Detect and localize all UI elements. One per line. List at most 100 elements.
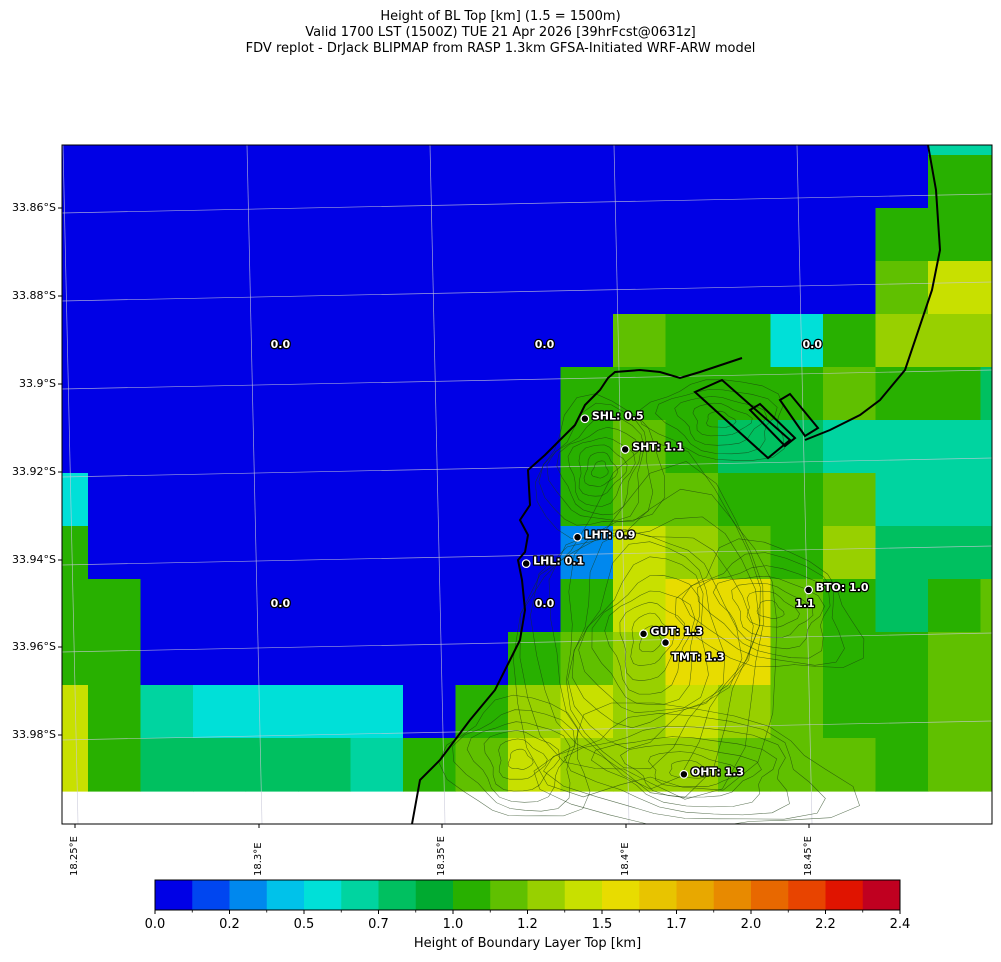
region-value-label: 0.00.0 [533, 337, 555, 353]
svg-text:0.0: 0.0 [535, 338, 555, 351]
station-marker[interactable] [620, 445, 630, 454]
contour-line [543, 713, 826, 820]
colorbar-swatch [341, 880, 379, 910]
grid-cell [88, 145, 142, 156]
colorbar-swatch [527, 880, 566, 910]
grid-cell [508, 738, 562, 792]
grid-cell [455, 473, 509, 527]
latitude-label: 33.86°S [12, 201, 56, 214]
grid-cell [245, 314, 299, 368]
contour-line [706, 410, 737, 428]
svg-text:0.0: 0.0 [271, 338, 291, 351]
grid-cell [245, 208, 299, 262]
station-marker[interactable] [661, 638, 670, 648]
latitude-label: 33.88°S [12, 289, 56, 302]
contour-line [675, 538, 865, 668]
grid-cell [88, 367, 142, 421]
grid-cell [455, 632, 509, 686]
grid-cell [560, 145, 614, 156]
grid-cell [770, 473, 824, 527]
grid-cell [980, 314, 992, 368]
contour-line [697, 565, 831, 659]
grid-cell [875, 738, 929, 792]
coastline-west [411, 357, 743, 824]
grid-cell [508, 579, 562, 633]
contour-line [538, 402, 654, 526]
grid-cell [62, 738, 89, 792]
grid-cell [193, 314, 247, 368]
grid-cell [718, 632, 772, 686]
colorbar-swatch [639, 880, 677, 910]
grid-cell [560, 473, 614, 527]
grid-cell [823, 367, 877, 421]
grid-cell [140, 145, 194, 156]
grid-cell [140, 155, 194, 209]
station-marker[interactable] [639, 629, 648, 639]
grid-cell [350, 473, 404, 527]
grid-cell [718, 367, 772, 421]
grid-cell [613, 738, 667, 792]
grid-cell [298, 473, 352, 527]
grid-cell [665, 473, 719, 527]
contour-line [578, 556, 709, 713]
grid-cell [62, 208, 89, 262]
grid-cell [455, 685, 509, 739]
svg-text:OHT: 1.3: OHT: 1.3 [691, 765, 744, 778]
grid-cell [560, 261, 614, 315]
station-marker[interactable] [679, 769, 689, 779]
colorbar-swatch [378, 880, 417, 910]
grid-cell [140, 738, 194, 792]
colorbar-swatch [862, 880, 901, 910]
grid-cell [718, 579, 772, 633]
svg-text:SHT: 1.1: SHT: 1.1 [632, 440, 684, 453]
grid-cell [193, 145, 247, 156]
grid-cell [665, 145, 719, 156]
graticule [62, 145, 992, 824]
grid-cell [455, 420, 509, 474]
svg-text:TMT: 1.3: TMT: 1.3 [672, 651, 725, 664]
grid-cell [770, 367, 824, 421]
grid-cell [403, 473, 457, 527]
longitude-line [62, 145, 79, 824]
station-marker[interactable] [573, 532, 582, 542]
grid-cell [980, 261, 992, 315]
station-marker[interactable] [521, 559, 531, 568]
svg-text:0.0: 0.0 [271, 338, 291, 351]
station-marker[interactable] [804, 585, 813, 595]
contour-line [619, 601, 686, 681]
grid-cell [980, 738, 992, 792]
grid-cell [455, 367, 509, 421]
grid-cell [980, 632, 992, 686]
grid-cell [980, 208, 992, 262]
grid-cell [350, 685, 404, 739]
colorbar-swatch [453, 880, 491, 910]
grid-cell [62, 420, 89, 474]
grid-cell [403, 738, 457, 792]
svg-text:GUT: 1.3: GUT: 1.3 [651, 625, 704, 638]
grid-cell [980, 579, 992, 633]
grid-cell [613, 208, 667, 262]
grid-cell [928, 420, 982, 474]
grid-cell [928, 526, 982, 580]
colorbar-swatch [602, 880, 640, 910]
svg-text:1.1: 1.1 [795, 597, 815, 610]
contour-line [746, 590, 800, 628]
grid-cell [140, 473, 194, 527]
grid-cell [823, 261, 877, 315]
grid-cell [140, 420, 194, 474]
longitude-line [429, 145, 446, 824]
colorbar-tick-label: 1.5 [591, 917, 613, 932]
grid-cell [560, 367, 614, 421]
grid-cell [613, 685, 667, 739]
contour-line [639, 625, 662, 653]
station-marker[interactable] [580, 414, 590, 424]
svg-text:1.1: 1.1 [795, 597, 815, 610]
region-value-label: 1.11.1 [794, 596, 816, 612]
contour-line [604, 590, 696, 695]
grid-cell [88, 526, 142, 580]
grid-cell [718, 420, 772, 474]
contour-line [648, 751, 740, 787]
